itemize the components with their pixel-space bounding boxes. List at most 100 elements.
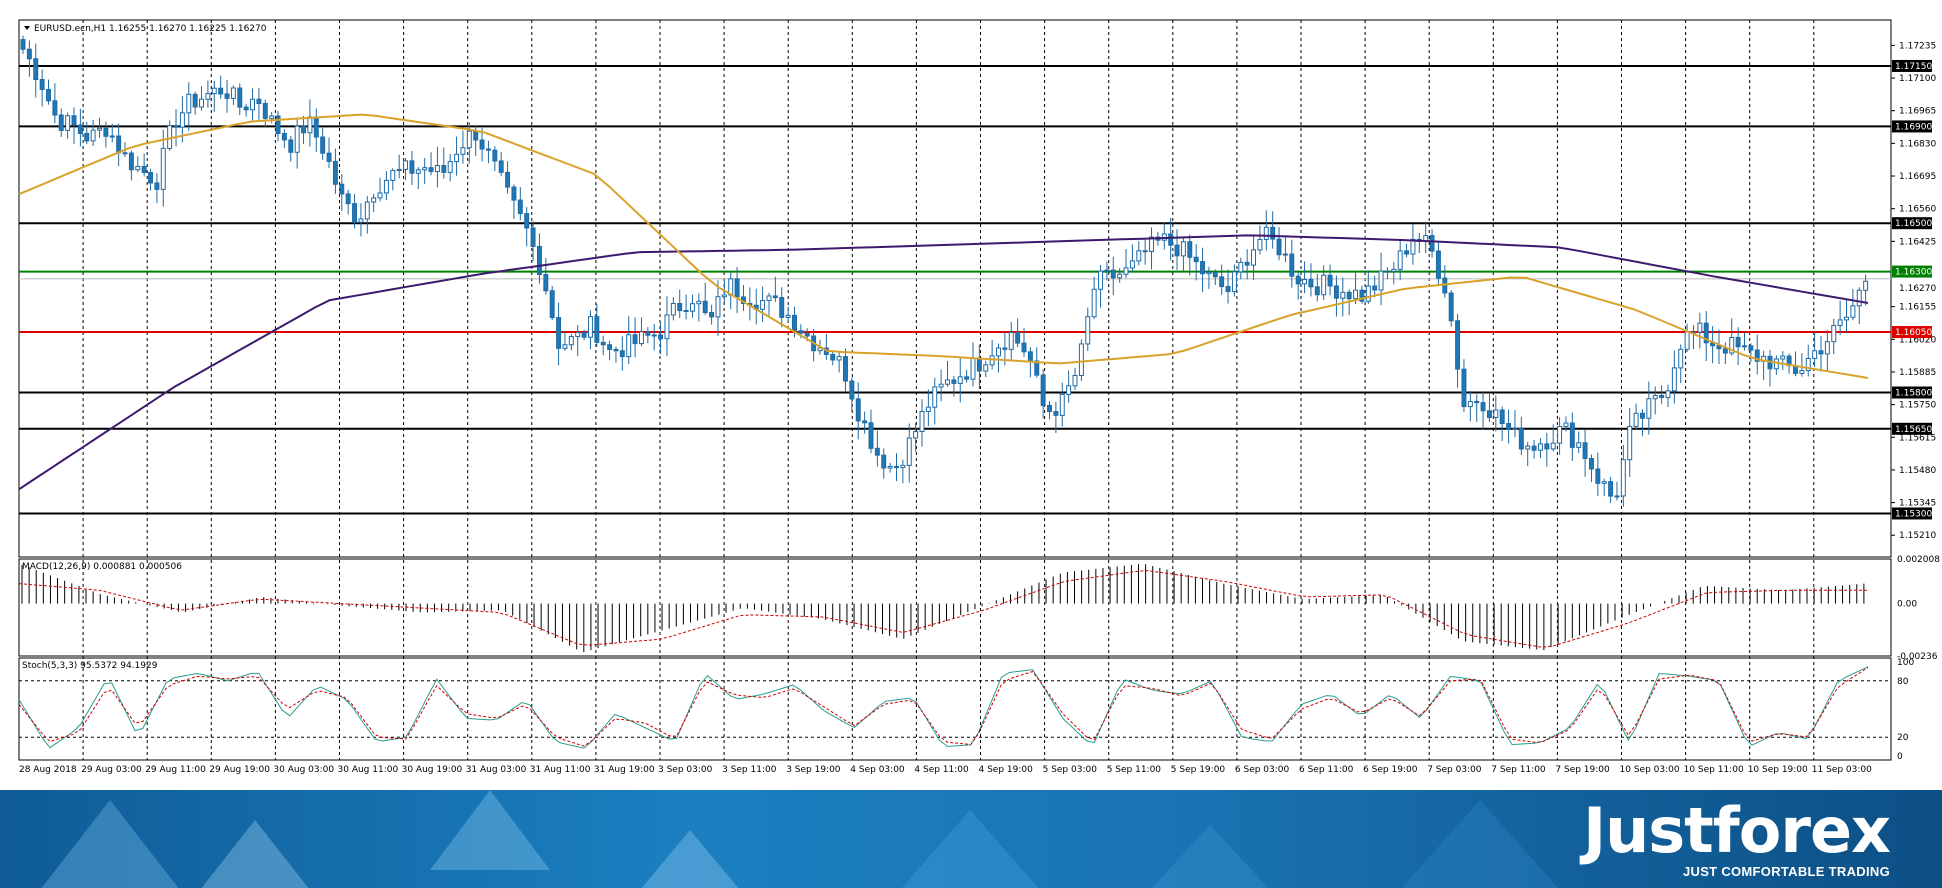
bull-candle [562,344,568,349]
bear-candle [154,182,160,190]
bear-candle [1212,271,1218,278]
bear-candle [20,39,26,50]
bear-candle [1174,244,1180,257]
bear-candle [607,344,613,350]
bear-candle [1289,253,1295,277]
moving-average-line [18,234,1869,491]
bear-candle [1474,400,1480,404]
bull-candle [836,356,842,361]
bear-candle [1384,270,1390,273]
bull-candle [568,336,574,346]
time-axis-label: 10 Sep 03:00 [1620,765,1680,775]
bull-candle [1117,273,1123,279]
bull-candle [932,386,938,408]
bull-candle [1353,289,1359,300]
bull-candle [1123,267,1129,275]
bull-candle [1799,370,1805,374]
bear-candle [709,312,715,318]
bull-candle [1136,250,1142,262]
time-axis-label: 6 Sep 19:00 [1363,765,1418,775]
bear-candle [1244,261,1250,266]
bull-candle [1652,394,1658,400]
bull-candle [785,314,791,318]
level-price-tag [1892,326,1932,339]
time-axis-label: 7 Sep 19:00 [1555,765,1610,775]
bear-candle [262,103,268,119]
level-price-tag [1892,265,1932,278]
bull-candle [186,93,192,114]
bear-candle [881,454,887,469]
bull-candle [307,116,313,134]
bear-candle [862,420,868,424]
bull-candle [887,465,893,469]
bear-candle [632,334,638,345]
bull-candle [1697,322,1703,333]
bull-candle [90,129,96,142]
bear-candle [677,302,683,312]
bull-candle [664,314,670,340]
bear-candle [84,133,90,142]
bear-candle [1748,345,1754,351]
bull-candle [1078,343,1084,377]
chart-svg[interactable]: 28 Aug 2018 29 Aug 03:00 29 Aug 11:00 29 Au… [0,0,1942,790]
bear-candle [613,348,619,352]
brand-banner: Justforex JUST COMFORTABLE TRADING [0,790,1942,888]
bear-candle [1346,291,1352,300]
bull-candle [906,437,912,466]
time-axis-label: 30 Aug 19:00 [402,765,463,775]
bear-candle [1754,349,1760,362]
bear-candle [1333,285,1339,299]
bear-candle [1219,276,1225,288]
bear-candle [173,125,179,128]
bear-candle [702,300,708,314]
dropdown-triangle-icon [24,26,30,30]
bear-candle [600,341,606,346]
bear-candle [128,152,134,171]
level-price-label: 1.15650 [1895,425,1932,435]
bull-candle [377,192,383,199]
bull-candle [1467,400,1473,408]
time-axis-label: 4 Sep 11:00 [914,765,969,775]
bear-candle [1027,351,1033,362]
stoch-label: Stoch(5,3,3) 95.5372 94.1929 [22,661,158,671]
bear-candle [511,186,517,201]
bear-candle [320,136,326,154]
stoch-axis-label: 100 [1897,658,1914,668]
bear-candle [1639,412,1645,419]
bull-candle [957,376,963,384]
bear-candle [804,332,810,337]
time-axis-label: 10 Sep 19:00 [1748,765,1808,775]
bear-candle [594,316,600,343]
bear-candle [52,100,58,116]
bear-candle [683,310,689,313]
bear-candle [1569,422,1575,448]
bull-candle [1550,442,1556,450]
bull-candle [1129,260,1135,269]
bull-candle [587,316,593,338]
time-axis-label: 5 Sep 11:00 [1107,765,1162,775]
bull-candle [1576,442,1582,448]
level-price-label: 1.16300 [1895,268,1932,278]
bear-candle [549,290,555,319]
level-price-tag [1892,422,1932,435]
time-axis-label: 7 Sep 03:00 [1427,765,1482,775]
bear-candle [1506,423,1512,430]
time-axis-label: 7 Sep 11:00 [1491,765,1546,775]
bull-candle [1085,316,1091,345]
stoch-axis-label: 0 [1897,752,1903,762]
bear-candle [103,127,109,137]
macd-axis-label: 0.002008 [1897,555,1940,565]
bear-candle [1372,285,1378,291]
bear-candle [1168,233,1174,246]
bear-candle [1480,402,1486,412]
bear-candle [619,350,625,358]
bull-candle [1557,425,1563,444]
level-price-label: 1.16050 [1895,328,1932,338]
bear-candle [1314,286,1320,296]
bull-candle [1837,319,1843,326]
bear-candle [1225,286,1231,293]
price-axis-label: 1.15750 [1899,401,1936,411]
bull-candle [575,331,581,338]
chart-area[interactable]: 28 Aug 2018 29 Aug 03:00 29 Aug 11:00 29 Au… [0,0,1942,790]
bear-candle [243,106,249,111]
